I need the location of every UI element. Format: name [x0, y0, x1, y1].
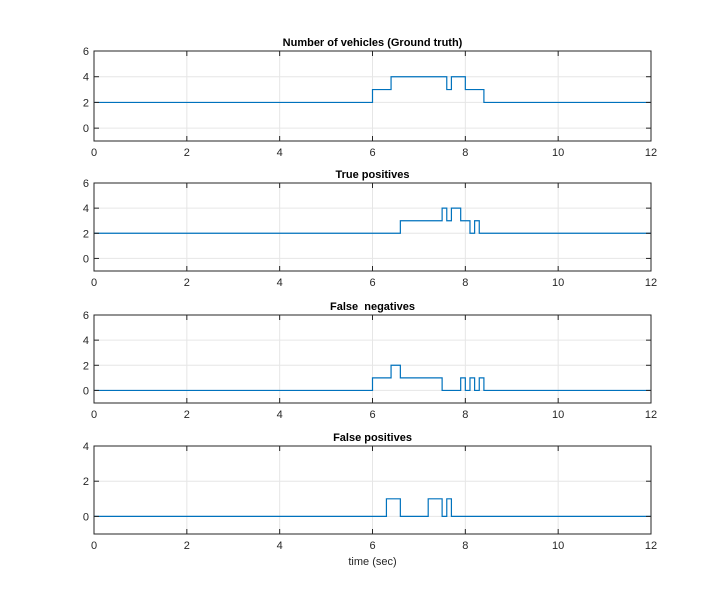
subplot-3: 0 2 4 6 8 10 12 0 2 4 6 False negatives	[83, 301, 657, 421]
x-tick-label: 0	[91, 409, 97, 421]
x-tick-label: 8	[462, 409, 468, 421]
series-line	[94, 498, 651, 517]
y-tick-label: 6	[83, 310, 89, 322]
x-tick-label: 8	[462, 277, 468, 289]
subplot-2: 0 2 4 6 8 10 12 0 2 4 6 True positives	[83, 169, 657, 289]
x-tick-label: 6	[369, 540, 375, 552]
subplot-title: True positives	[336, 169, 410, 181]
y-tick-label: 4	[83, 335, 89, 347]
y-tick-label: 4	[83, 441, 89, 453]
y-tick-label: 0	[83, 511, 89, 523]
x-tick-label: 0	[91, 147, 97, 159]
y-tick-label: 2	[83, 228, 89, 240]
x-tick-label: 8	[462, 540, 468, 552]
y-tick-label: 2	[83, 476, 89, 488]
x-tick-label: 6	[369, 409, 375, 421]
subplot-title: False negatives	[330, 301, 415, 313]
x-tick-label: 0	[91, 277, 97, 289]
series-line	[94, 76, 651, 104]
x-tick-label: 12	[645, 277, 657, 289]
x-tick-label: 4	[277, 277, 283, 289]
x-tick-label: 10	[552, 147, 564, 159]
x-tick-label: 10	[552, 277, 564, 289]
series-line	[94, 364, 651, 392]
x-tick-label: 12	[645, 540, 657, 552]
x-tick-label: 2	[184, 409, 190, 421]
x-tick-label: 10	[552, 409, 564, 421]
x-tick-label: 2	[184, 277, 190, 289]
x-tick-label: 4	[277, 540, 283, 552]
subplot-title: False positives	[333, 432, 412, 444]
subplot-1: 0 2 4 6 8 10 12 0 2 4 6 Number of vehicles (Ground …	[83, 37, 657, 159]
x-tick-label: 0	[91, 540, 97, 552]
y-tick-label: 2	[83, 97, 89, 109]
x-tick-label: 2	[184, 540, 190, 552]
subplot-4: 0 2 4 6 8 10 12 0 2 4 False positives time (sec)	[83, 432, 657, 568]
y-tick-label: 6	[83, 46, 89, 58]
x-tick-label: 6	[369, 147, 375, 159]
x-tick-label: 6	[369, 277, 375, 289]
y-tick-label: 4	[83, 203, 89, 215]
y-tick-label: 2	[83, 360, 89, 372]
x-tick-label: 4	[277, 147, 283, 159]
x-tick-label: 12	[645, 409, 657, 421]
y-tick-label: 6	[83, 178, 89, 190]
x-axis-label: time (sec)	[348, 556, 396, 568]
x-tick-label: 4	[277, 409, 283, 421]
y-tick-label: 4	[83, 72, 89, 84]
x-tick-label: 2	[184, 147, 190, 159]
y-tick-label: 0	[83, 123, 89, 135]
x-tick-label: 12	[645, 147, 657, 159]
subplot-title: Number of vehicles (Ground truth)	[283, 37, 463, 49]
x-tick-label: 8	[462, 147, 468, 159]
x-tick-label: 10	[552, 540, 564, 552]
series-line	[94, 207, 651, 234]
y-tick-label: 0	[83, 385, 89, 397]
y-tick-label: 0	[83, 253, 89, 265]
